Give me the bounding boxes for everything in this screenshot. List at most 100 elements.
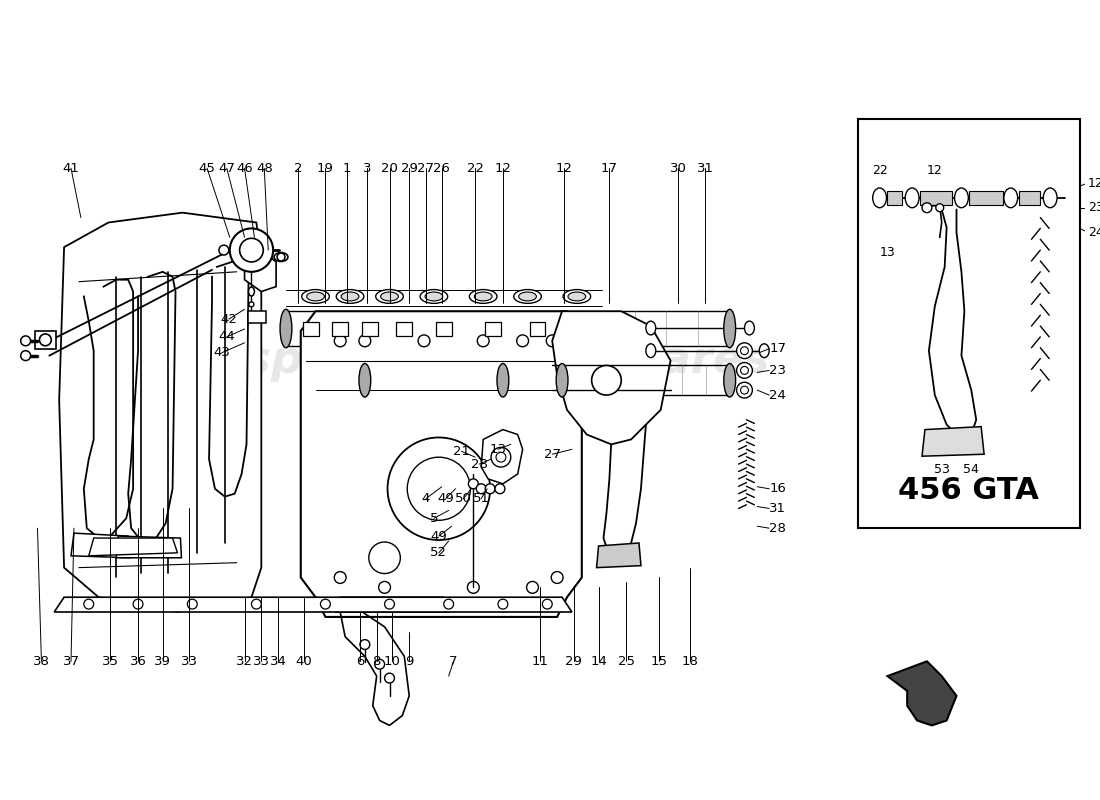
Bar (34, 331, 56, 349)
Text: 35: 35 (102, 655, 119, 668)
Ellipse shape (646, 344, 656, 358)
Circle shape (517, 335, 528, 346)
Text: 12: 12 (1088, 177, 1100, 190)
Text: 37: 37 (63, 655, 79, 668)
Ellipse shape (381, 292, 398, 301)
Text: 25: 25 (618, 655, 635, 668)
Polygon shape (72, 533, 130, 558)
Ellipse shape (497, 363, 509, 397)
Text: 46: 46 (236, 162, 253, 174)
Text: 8: 8 (373, 655, 381, 668)
Circle shape (219, 245, 229, 255)
Text: 6: 6 (355, 655, 364, 668)
Text: 5: 5 (430, 512, 438, 525)
Text: 11: 11 (532, 655, 549, 668)
Text: eurospares: eurospares (131, 339, 411, 382)
Ellipse shape (724, 363, 736, 397)
Ellipse shape (376, 290, 404, 303)
Polygon shape (481, 430, 522, 484)
Ellipse shape (519, 292, 537, 301)
Circle shape (498, 599, 508, 609)
Text: 39: 39 (154, 655, 172, 668)
Text: 44: 44 (219, 330, 235, 343)
Text: 7: 7 (449, 655, 458, 668)
Text: 52: 52 (430, 546, 448, 559)
Text: 27: 27 (543, 448, 561, 461)
Circle shape (547, 335, 558, 346)
Circle shape (359, 335, 371, 346)
Circle shape (485, 484, 495, 494)
Circle shape (443, 599, 453, 609)
Circle shape (495, 484, 505, 494)
Ellipse shape (1043, 188, 1057, 208)
Text: 41: 41 (63, 162, 79, 174)
Bar (529, 322, 546, 336)
Circle shape (387, 438, 491, 540)
Ellipse shape (470, 290, 497, 303)
Text: 12: 12 (556, 162, 572, 174)
Circle shape (252, 599, 262, 609)
Polygon shape (89, 538, 177, 556)
Polygon shape (300, 311, 582, 617)
Text: 47: 47 (219, 162, 235, 174)
Text: 28: 28 (769, 522, 786, 534)
Circle shape (21, 350, 31, 361)
Circle shape (936, 204, 944, 212)
Text: 53: 53 (934, 462, 949, 475)
Text: 54: 54 (964, 462, 979, 475)
Text: 33: 33 (253, 655, 270, 668)
Circle shape (477, 335, 490, 346)
Ellipse shape (557, 363, 568, 397)
Circle shape (922, 202, 932, 213)
Bar (249, 311, 266, 323)
Ellipse shape (474, 292, 492, 301)
Text: 17: 17 (601, 162, 618, 174)
Circle shape (737, 362, 752, 378)
Text: 23: 23 (1088, 202, 1100, 214)
Circle shape (385, 599, 395, 609)
Circle shape (418, 335, 430, 346)
Circle shape (334, 571, 346, 583)
Polygon shape (117, 536, 182, 558)
Ellipse shape (955, 188, 968, 208)
Circle shape (740, 386, 748, 394)
Text: 30: 30 (670, 162, 686, 174)
Text: 16: 16 (769, 482, 786, 495)
Text: 42: 42 (220, 313, 238, 326)
Circle shape (230, 229, 273, 272)
Circle shape (40, 334, 52, 346)
Text: 26: 26 (433, 162, 450, 174)
Text: 29: 29 (400, 162, 418, 174)
Text: 45: 45 (199, 162, 216, 174)
Polygon shape (59, 213, 262, 612)
Circle shape (527, 582, 538, 594)
Bar (396, 322, 412, 336)
Text: 17: 17 (769, 342, 786, 355)
Ellipse shape (514, 290, 541, 303)
Ellipse shape (341, 292, 359, 301)
Text: 456 GTA: 456 GTA (899, 476, 1040, 506)
Bar (920, 191, 951, 205)
Text: 50: 50 (455, 492, 472, 505)
Circle shape (21, 336, 31, 346)
Ellipse shape (905, 188, 918, 208)
Circle shape (476, 484, 486, 494)
Circle shape (187, 599, 197, 609)
Text: 24: 24 (769, 389, 786, 402)
Text: 28: 28 (471, 458, 487, 470)
Text: 3: 3 (363, 162, 371, 174)
Circle shape (385, 673, 395, 683)
Text: 31: 31 (696, 162, 714, 174)
Polygon shape (922, 426, 984, 456)
Ellipse shape (301, 290, 329, 303)
Text: 29: 29 (565, 655, 582, 668)
Ellipse shape (249, 287, 254, 296)
Circle shape (378, 582, 390, 594)
Circle shape (277, 253, 285, 261)
Bar (485, 322, 501, 336)
Ellipse shape (646, 321, 656, 335)
Circle shape (320, 599, 330, 609)
Text: 24: 24 (1088, 226, 1100, 239)
Text: 33: 33 (180, 655, 198, 668)
Text: 13: 13 (490, 443, 506, 456)
